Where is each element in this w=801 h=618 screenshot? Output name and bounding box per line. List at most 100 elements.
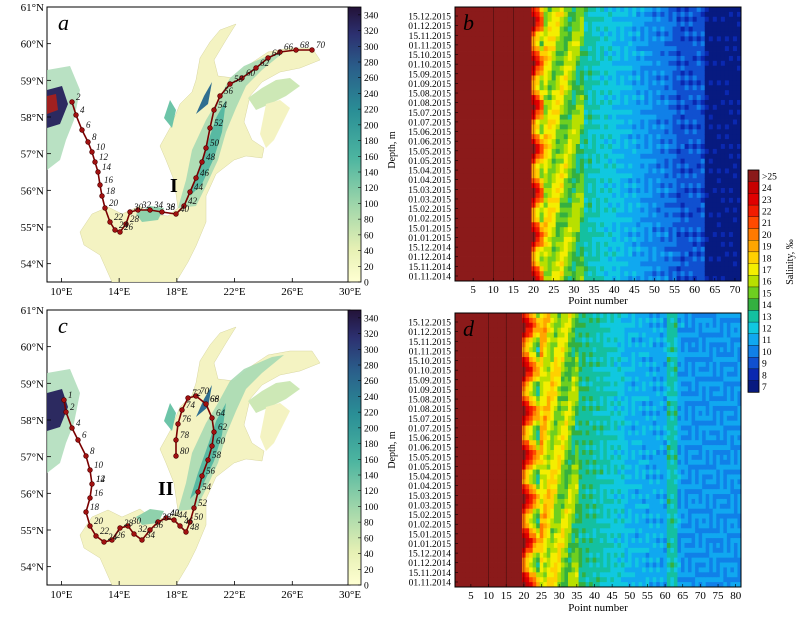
salinity-cell: [608, 60, 613, 67]
salinity-cell: [644, 153, 649, 160]
salinity-cell: [583, 178, 589, 184]
salinity-cell: [515, 168, 520, 174]
salinity-cell: [463, 207, 468, 213]
salinity-cell: [587, 104, 593, 111]
salinity-cell: [660, 70, 665, 76]
salinity-cell: [535, 99, 540, 106]
salinity-cell: [708, 217, 714, 223]
salinity-cell: [736, 65, 742, 71]
salinity-cell: [479, 256, 484, 262]
salinity-cell: [688, 276, 694, 282]
salinity-cell: [472, 572, 477, 578]
salinity-cell: [732, 99, 738, 106]
salinity-cell: [463, 16, 468, 23]
salinity-cell: [640, 256, 645, 262]
salinity-cell: [459, 144, 464, 150]
salinity-cell: [628, 65, 633, 71]
salinity-cell: [551, 212, 557, 218]
salinity-cell: [463, 99, 468, 106]
salinity-cell: [475, 134, 480, 140]
salinity-cell: [563, 75, 569, 81]
salinity-cell: [455, 75, 460, 81]
salinity-cell: [728, 227, 734, 233]
salinity-cell: [600, 65, 605, 71]
salinity-cell: [696, 16, 702, 23]
salinity-cell: [539, 163, 545, 169]
salinity-cell: [472, 464, 477, 470]
salinity-cell: [479, 217, 484, 223]
salinity-cell: [476, 494, 481, 500]
salinity-cell: [712, 16, 718, 23]
salinity-cell: [523, 178, 528, 184]
salinity-cell: [728, 7, 734, 13]
salinity-cell: [458, 557, 463, 563]
salinity-cell: [495, 227, 500, 233]
salinity-cell: [595, 46, 601, 52]
salinity-cell: [459, 217, 464, 223]
salinity-cell: [563, 65, 569, 71]
salinity-cell: [523, 46, 528, 52]
salinity-cell: [595, 70, 601, 76]
salinity-cell: [495, 124, 500, 130]
route-point-label: 56: [224, 86, 234, 96]
salinity-cell: [608, 148, 613, 155]
route-point-label: 30: [131, 516, 142, 526]
salinity-cell: [465, 401, 470, 407]
salinity-cell: [519, 65, 524, 71]
salinity-cell: [465, 518, 470, 524]
salinity-cell: [515, 276, 520, 282]
salinity-cell: [476, 459, 481, 466]
salinity-cell: [736, 261, 742, 267]
salinity-cell: [458, 498, 463, 505]
salinity-cell: [472, 342, 477, 348]
salinity-cell: [462, 420, 466, 426]
salinity-cell: [535, 232, 540, 238]
salinity-cell: [628, 192, 633, 199]
salinity-cell: [612, 222, 617, 228]
salinity-cell: [656, 232, 661, 238]
salinity-cell: [455, 332, 459, 338]
salinity-cell: [559, 139, 565, 145]
salinity-cell: [604, 227, 609, 233]
route-point-label: 28: [130, 214, 140, 224]
salinity-cell: [583, 168, 589, 174]
salinity-cell: [676, 168, 681, 174]
salinity-cell: [483, 95, 488, 101]
salinity-cell: [462, 503, 466, 510]
latitude-ticks-c: 54°N55°N56°N57°N58°N59°N60°N61°N: [21, 305, 51, 574]
salinity-cell: [612, 26, 617, 32]
salinity-cell: [455, 538, 459, 544]
salinity-cell: [724, 51, 730, 57]
salinity-cell: [608, 85, 613, 91]
salinity-cell: [636, 232, 641, 238]
salinity-cell: [604, 31, 609, 37]
salinity-cell: [579, 41, 585, 47]
salinity-cell: [632, 241, 637, 248]
salinity-cell: [547, 104, 553, 111]
salinity-cell: [652, 158, 657, 164]
salinity-cell: [543, 192, 549, 199]
salinity-cell: [499, 65, 504, 71]
salinity-cell: [495, 134, 500, 140]
salinity-cell: [692, 46, 698, 52]
salinity-cell: [720, 192, 726, 199]
salinity-cell: [503, 46, 508, 52]
salinity-cell: [547, 99, 553, 106]
salinity-cell: [551, 21, 557, 27]
salinity-cell: [624, 178, 629, 184]
salinity-frame-b: [454, 6, 742, 282]
salinity-cell: [616, 139, 621, 145]
x-tick-label: 20: [528, 284, 540, 296]
salinity-cell: [587, 124, 593, 130]
salinity-cell: [490, 425, 495, 431]
salinity-cell: [535, 104, 540, 111]
salinity-cell: [459, 99, 464, 106]
salinity-cell: [479, 337, 484, 343]
salinity-cell: [692, 70, 698, 76]
salinity-cell: [490, 435, 495, 441]
salinity-cell: [720, 95, 726, 101]
salinity-cell: [608, 202, 613, 208]
salinity-cell: [708, 271, 714, 277]
salinity-cell: [579, 202, 585, 208]
salinity-cell: [523, 276, 528, 282]
